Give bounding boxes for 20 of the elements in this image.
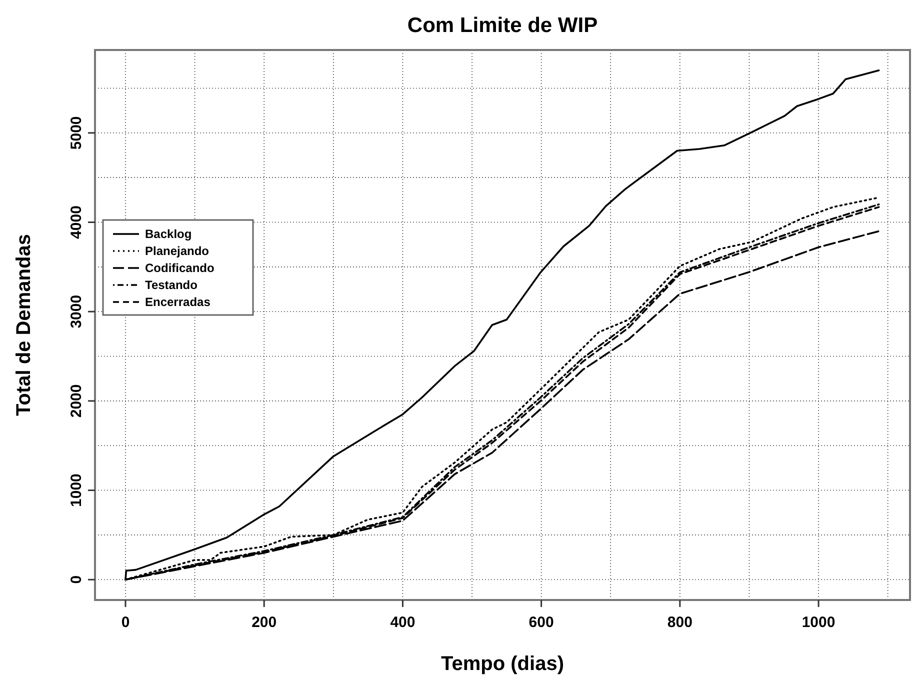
x-tick-label: 1000 [802, 614, 836, 631]
legend-label: Encerradas [145, 295, 211, 309]
x-tick-label: 800 [667, 614, 692, 631]
legend-label: Planejando [145, 244, 210, 258]
chart-title: Com Limite de WIP [407, 14, 598, 37]
legend-label: Codificando [145, 261, 214, 275]
legend-label: Backlog [145, 227, 192, 241]
y-axis-title: Total de Demandas [13, 234, 35, 416]
legend-label: Testando [145, 278, 198, 292]
y-tick-label: 2000 [68, 384, 85, 418]
y-tick-label: 4000 [68, 206, 85, 239]
x-tick-label: 0 [121, 614, 130, 631]
x-axis-title: Tempo (dias) [441, 653, 564, 675]
y-tick-label: 3000 [68, 294, 85, 328]
y-tick-label: 0 [68, 575, 85, 584]
x-tick-label: 200 [252, 614, 277, 631]
y-tick-label: 1000 [68, 474, 85, 507]
x-tick-label: 600 [528, 614, 554, 631]
y-tick-label: 5000 [68, 116, 85, 150]
x-tick-label: 400 [390, 614, 416, 631]
